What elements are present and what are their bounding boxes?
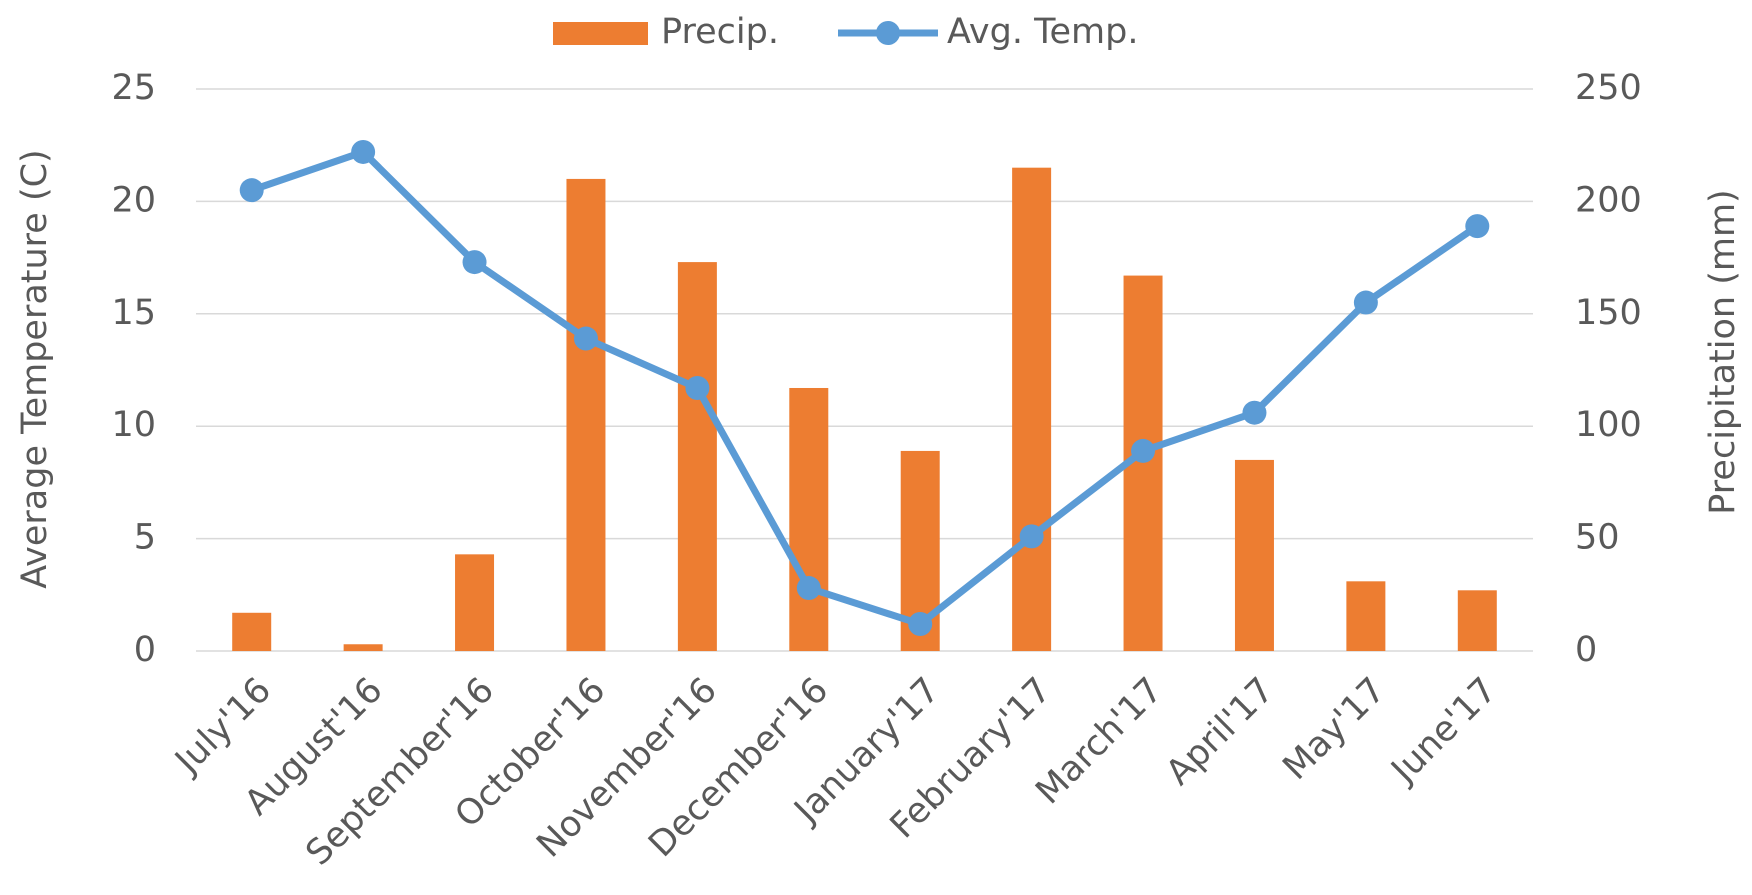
y2-tick-label: 100 [1575,405,1642,445]
y2-tick-label: 250 [1575,68,1642,108]
bar [1346,581,1386,651]
y-tick-label: 15 [111,293,156,333]
y-tick-label: 20 [111,180,156,220]
x-tick-label: April'17 [1159,670,1282,793]
point [1465,214,1490,239]
y-tick-label: 10 [111,405,156,445]
y2-tick-label: 150 [1575,293,1642,333]
point [685,375,710,400]
x-tick-label: May'17 [1276,670,1394,788]
bar [1457,590,1497,651]
point [1131,438,1156,463]
bar [677,262,717,651]
y-tick-label: 25 [111,68,156,108]
x-tick-label: June'17 [1383,670,1505,792]
point [1353,290,1378,315]
y2-tick-label: 200 [1575,180,1642,220]
legend-label: Avg. Temp. [947,12,1138,52]
point [1242,400,1267,425]
point [573,326,598,351]
point [908,612,933,637]
y-tick-label: 0 [134,630,156,670]
line [250,148,1480,628]
y2-tick-label: 0 [1575,630,1597,670]
bar [566,178,606,652]
point [1019,524,1044,549]
point [462,250,487,275]
point [239,178,264,203]
y-tick-label: 5 [134,518,156,558]
bar [789,387,829,651]
legend-swatch [553,22,648,45]
y2-tick-label: 50 [1575,518,1620,558]
x-tick-label: July'16 [167,670,280,783]
point [351,139,376,164]
bar [1012,167,1052,651]
bar [232,612,272,651]
legend-label: Precip. [661,12,779,52]
bar [455,554,495,651]
bar [343,644,383,651]
point [796,576,821,601]
y-axis-label: Average Temperature (C) [15,149,55,588]
bar [1234,459,1274,651]
x-tick-label: September'16 [299,670,502,873]
legend-marker [876,21,900,45]
y2-axis-label: Precipitation (mm) [1703,189,1743,514]
